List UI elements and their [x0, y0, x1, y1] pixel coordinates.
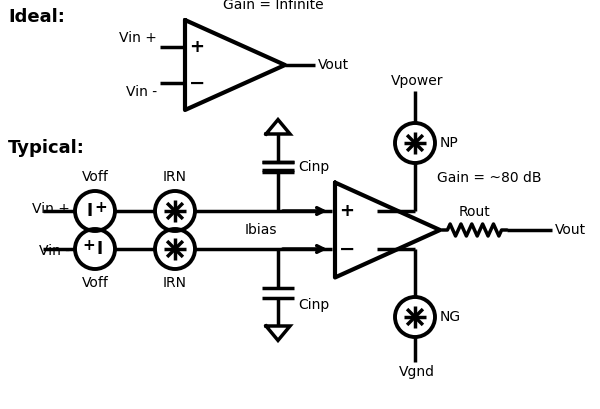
Text: I: I	[97, 240, 103, 258]
Text: Vout: Vout	[318, 58, 349, 72]
Text: Vout: Vout	[555, 223, 586, 237]
Text: Cinp: Cinp	[298, 298, 329, 312]
Text: Gain = Infinite: Gain = Infinite	[223, 0, 323, 12]
Text: IRN: IRN	[163, 170, 187, 184]
Text: IRN: IRN	[163, 276, 187, 290]
Text: Typical:: Typical:	[8, 139, 85, 157]
Text: Ibias: Ibias	[245, 223, 277, 237]
Text: −: −	[189, 74, 205, 92]
Text: Vin -: Vin -	[126, 85, 157, 99]
Text: Vin +: Vin +	[32, 202, 70, 216]
Text: Vin -: Vin -	[39, 244, 70, 258]
Text: +: +	[83, 238, 95, 254]
Text: NP: NP	[440, 136, 459, 150]
Text: Vgnd: Vgnd	[399, 365, 435, 379]
Text: Voff: Voff	[82, 276, 109, 290]
Text: NG: NG	[440, 310, 461, 324]
Text: Ideal:: Ideal:	[8, 8, 65, 26]
Text: −: −	[339, 240, 355, 258]
Text: Voff: Voff	[82, 170, 109, 184]
Text: Gain = ~80 dB: Gain = ~80 dB	[437, 171, 542, 185]
Text: +: +	[340, 202, 355, 220]
Text: Cinp: Cinp	[298, 160, 329, 174]
Text: +: +	[190, 38, 205, 56]
Text: +: +	[95, 200, 107, 216]
Text: Vin +: Vin +	[119, 31, 157, 45]
Text: I: I	[87, 202, 93, 220]
Text: Rout: Rout	[458, 205, 490, 219]
Text: Vpower: Vpower	[391, 74, 443, 88]
